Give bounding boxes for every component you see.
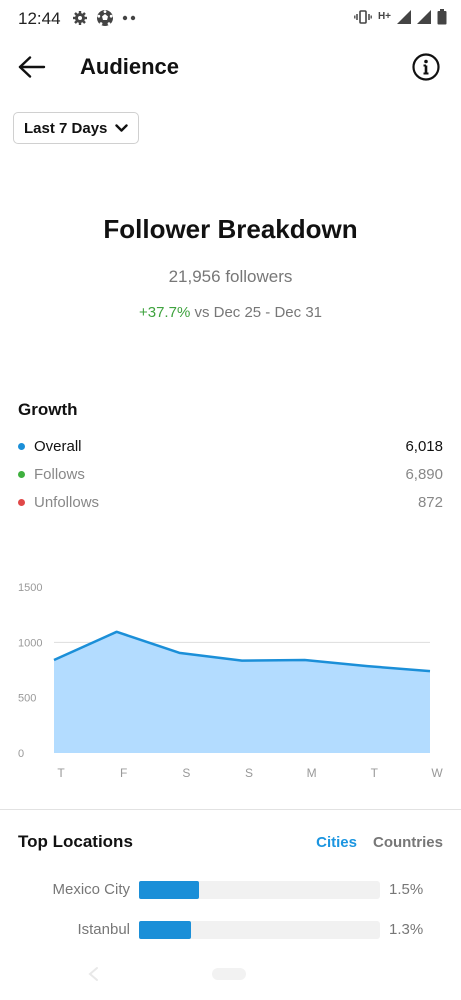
growth-row-label: Unfollows [34,493,100,511]
x-tick-label: T [57,766,65,780]
tab-cities[interactable]: Cities [316,834,357,851]
x-tick-label: W [431,766,443,780]
status-left-icons [72,9,136,27]
vibrate-icon [354,10,372,24]
location-row: Istanbul 1.3% [0,919,461,941]
legend-dot [18,442,25,450]
chevron-down-icon [115,123,129,132]
date-range-label: Last 7 Days [24,119,108,137]
growth-row: Unfollows 872 [18,491,443,513]
location-row: Mexico City 1.5% [0,879,461,901]
growth-title: Growth [18,400,78,419]
network-type-label: H+ [377,11,391,22]
follower-change: +37.7% vs Dec 25 - Dec 31 [0,304,461,321]
location-bar-fill [139,881,199,899]
growth-row-label: Overall [34,437,82,455]
location-percent: 1.5% [389,881,424,898]
status-bar: 12:44 H+ [0,0,461,36]
status-time: 12:44 [18,9,61,28]
back-button[interactable] [14,50,50,84]
y-tick-label: 1000 [18,637,42,649]
summary-title: Follower Breakdown [103,214,358,244]
y-tick-label: 500 [18,693,36,705]
growth-chart: 1500 1000 500 0 T F S S M T W [18,582,443,780]
follower-count: 21,956 followers [168,267,293,286]
follower-summary: Follower Breakdown 21,956 followers +37.… [0,214,461,321]
x-tick-label: S [245,766,253,780]
growth-row-value: 6,018 [405,437,443,455]
change-percent: +37.7% [138,304,191,321]
y-tick-label: 0 [18,748,24,760]
top-locations-title: Top Locations [18,832,133,851]
status-right-icons: H+ [354,9,447,25]
legend-dot [18,470,25,478]
x-tick-label: F [120,766,127,780]
battery-icon [437,9,447,25]
location-bar-track [139,881,380,899]
football-icon [97,10,113,26]
x-tick-label: T [371,766,379,780]
system-nav-bar [0,962,461,1000]
date-range-dropdown[interactable]: Last 7 Days [13,112,140,144]
nav-back-icon[interactable] [86,966,100,982]
area-fill [54,631,430,753]
growth-row-label: Follows [34,465,85,483]
legend-dot [18,498,25,506]
growth-row-value: 6,890 [405,465,443,483]
y-tick-label: 1500 [18,582,42,594]
location-name: Mexico City [52,881,130,898]
settings-icon [73,11,87,25]
growth-row: Follows 6,890 [18,463,443,485]
page-title: Audience [80,54,180,79]
x-tick-label: S [182,766,190,780]
x-tick-label: M [307,766,317,780]
location-bar-track [139,921,380,939]
nav-home-pill[interactable] [212,968,246,980]
series-line [53,630,431,673]
section-divider [0,809,461,810]
signal-icon-secondary [417,10,431,24]
growth-row: Overall 6,018 [18,435,443,457]
app-bar: Audience [0,44,461,90]
change-comparison: vs Dec 25 - Dec 31 [190,304,322,321]
arrow-left-icon [18,56,46,78]
signal-icon [397,10,411,24]
location-bar-fill [139,921,191,939]
more-dots-icon [122,15,136,21]
info-icon[interactable] [411,52,441,82]
location-percent: 1.3% [389,921,424,938]
tab-countries[interactable]: Countries [372,834,443,851]
growth-row-value: 872 [417,493,443,511]
location-name: Istanbul [77,921,130,938]
